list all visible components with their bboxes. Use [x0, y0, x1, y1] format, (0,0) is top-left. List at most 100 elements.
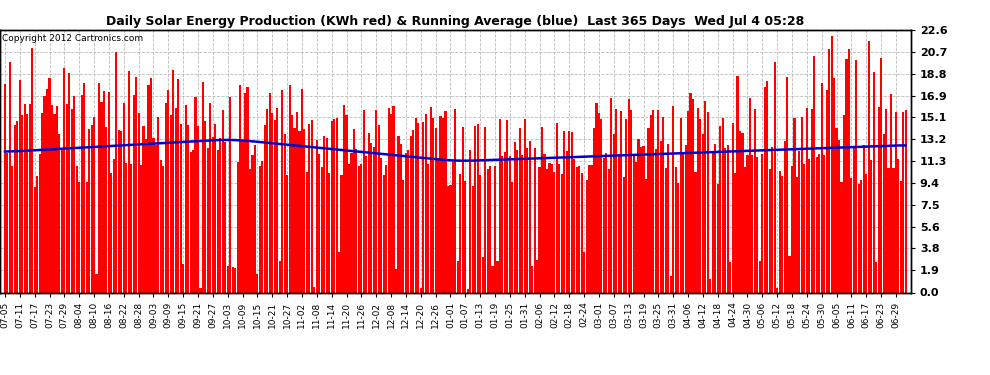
Bar — [318, 154, 321, 292]
Bar — [842, 115, 845, 292]
Bar — [766, 81, 768, 292]
Bar — [638, 139, 640, 292]
Bar — [778, 171, 781, 292]
Bar — [682, 152, 684, 292]
Bar — [164, 103, 167, 292]
Bar — [258, 166, 261, 292]
Bar — [244, 93, 247, 292]
Bar — [773, 62, 776, 292]
Bar — [486, 169, 489, 292]
Bar — [872, 72, 875, 292]
Bar — [248, 169, 251, 292]
Bar — [212, 137, 214, 292]
Bar — [167, 90, 169, 292]
Bar — [768, 169, 771, 292]
Bar — [125, 163, 128, 292]
Text: Copyright 2012 Cartronics.com: Copyright 2012 Cartronics.com — [2, 34, 143, 43]
Bar — [882, 134, 885, 292]
Bar — [397, 136, 400, 292]
Bar — [377, 126, 380, 292]
Bar — [662, 117, 664, 292]
Bar — [41, 113, 44, 292]
Bar — [237, 162, 239, 292]
Bar — [491, 266, 494, 292]
Bar — [70, 109, 73, 292]
Bar — [209, 103, 212, 292]
Bar — [446, 186, 449, 292]
Bar — [623, 177, 625, 292]
Bar — [905, 110, 907, 292]
Bar — [877, 107, 880, 292]
Bar — [55, 105, 58, 292]
Bar — [382, 175, 385, 292]
Bar — [435, 128, 437, 292]
Bar — [771, 147, 773, 292]
Bar — [469, 150, 471, 292]
Bar — [333, 119, 336, 292]
Bar — [347, 164, 350, 292]
Bar — [73, 96, 75, 292]
Bar — [80, 95, 83, 292]
Bar — [786, 76, 788, 292]
Bar — [743, 168, 746, 292]
Bar — [118, 130, 120, 292]
Bar — [847, 50, 850, 292]
Bar — [217, 150, 219, 292]
Bar — [727, 146, 729, 292]
Bar — [100, 102, 103, 292]
Bar — [239, 85, 242, 292]
Bar — [618, 154, 620, 292]
Bar — [714, 144, 717, 292]
Bar — [159, 160, 162, 292]
Bar — [338, 252, 341, 292]
Bar — [761, 154, 763, 292]
Bar — [865, 174, 867, 292]
Bar — [222, 110, 224, 292]
Bar — [578, 166, 580, 292]
Bar — [640, 147, 643, 292]
Bar — [659, 141, 662, 292]
Bar — [524, 119, 526, 292]
Bar — [293, 128, 296, 292]
Bar — [739, 131, 742, 292]
Bar — [169, 116, 172, 292]
Bar — [534, 148, 536, 292]
Bar — [459, 174, 461, 292]
Bar — [479, 175, 481, 292]
Bar — [583, 252, 585, 292]
Bar — [466, 289, 469, 292]
Bar — [776, 288, 778, 292]
Bar — [758, 261, 761, 292]
Bar — [415, 118, 417, 292]
Bar — [367, 133, 370, 292]
Bar — [283, 134, 286, 292]
Bar — [541, 127, 544, 292]
Bar — [672, 106, 674, 292]
Bar — [138, 113, 140, 292]
Bar — [204, 122, 207, 292]
Bar — [256, 274, 258, 292]
Bar — [852, 147, 855, 292]
Bar — [516, 150, 519, 292]
Bar — [253, 145, 256, 292]
Bar — [251, 154, 253, 292]
Bar — [585, 180, 588, 292]
Bar — [836, 128, 838, 292]
Bar — [140, 165, 143, 292]
Bar — [425, 114, 427, 292]
Bar — [362, 110, 365, 292]
Bar — [224, 142, 227, 292]
Bar — [263, 125, 266, 292]
Bar — [826, 90, 828, 292]
Bar — [328, 172, 331, 292]
Bar — [451, 162, 454, 292]
Bar — [598, 113, 600, 292]
Bar — [449, 185, 451, 292]
Bar — [593, 128, 595, 292]
Bar — [242, 140, 244, 292]
Bar — [677, 183, 679, 292]
Bar — [350, 153, 352, 292]
Bar — [806, 108, 808, 292]
Bar — [892, 168, 895, 292]
Bar — [692, 99, 694, 292]
